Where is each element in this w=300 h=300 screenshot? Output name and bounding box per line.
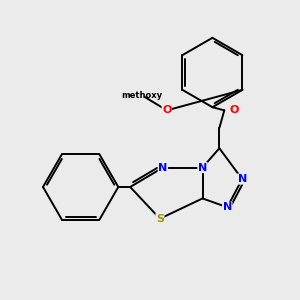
Text: N: N	[198, 163, 207, 172]
Text: N: N	[223, 202, 232, 212]
Text: S: S	[156, 214, 164, 224]
Text: methoxy: methoxy	[121, 91, 162, 100]
Text: O: O	[229, 105, 239, 116]
Text: O: O	[162, 105, 172, 116]
Text: N: N	[158, 163, 167, 172]
Text: N: N	[238, 174, 247, 184]
